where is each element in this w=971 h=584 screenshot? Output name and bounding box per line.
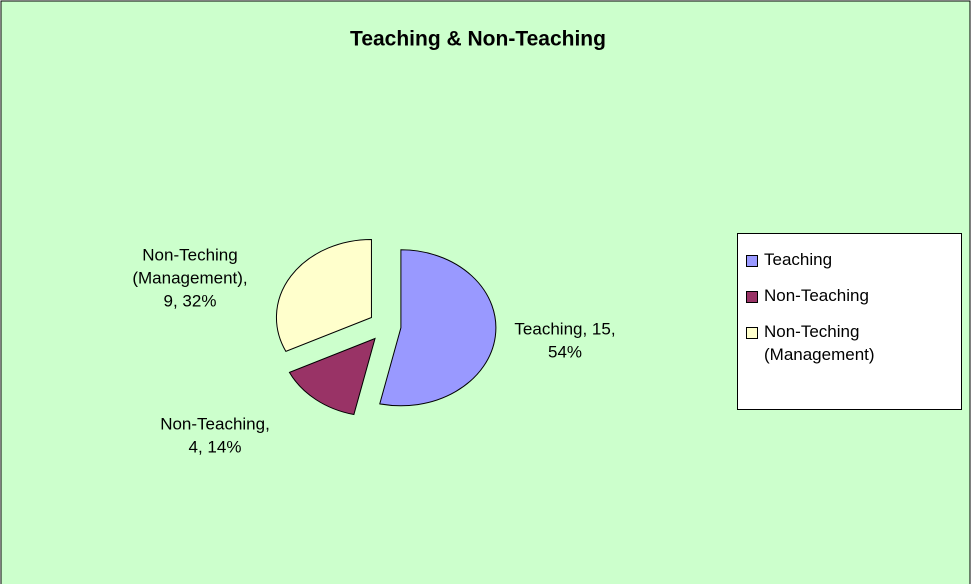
data-label: 54%: [548, 342, 582, 361]
legend-entry: Non-Teching (Management): [746, 320, 957, 366]
legend-label: Non-Teching (Management): [764, 322, 875, 364]
pie-slice: [288, 337, 376, 416]
data-label: Teaching, 15,: [514, 319, 615, 338]
pie-slice: [275, 238, 372, 352]
legend-label: Teaching: [764, 250, 833, 269]
data-label: Non-Teaching,: [160, 414, 270, 433]
legend-entry: Teaching: [746, 248, 957, 271]
legend-swatch: [746, 291, 758, 303]
chart-title: Teaching & Non-Teaching: [350, 28, 606, 51]
legend-swatch: [746, 327, 758, 339]
data-label: 4, 14%: [189, 437, 242, 456]
legend: Teaching Non-Teaching Non-Teching (Managem…: [737, 233, 962, 410]
data-label: Non-Teching: [142, 245, 237, 264]
legend-swatch: [746, 255, 758, 267]
legend-entry: Non-Teaching: [746, 284, 957, 307]
data-label: 9, 32%: [164, 291, 217, 310]
data-label: (Management),: [132, 268, 247, 287]
legend-label: Non-Teaching: [764, 286, 869, 305]
pie-slice: [379, 249, 497, 407]
